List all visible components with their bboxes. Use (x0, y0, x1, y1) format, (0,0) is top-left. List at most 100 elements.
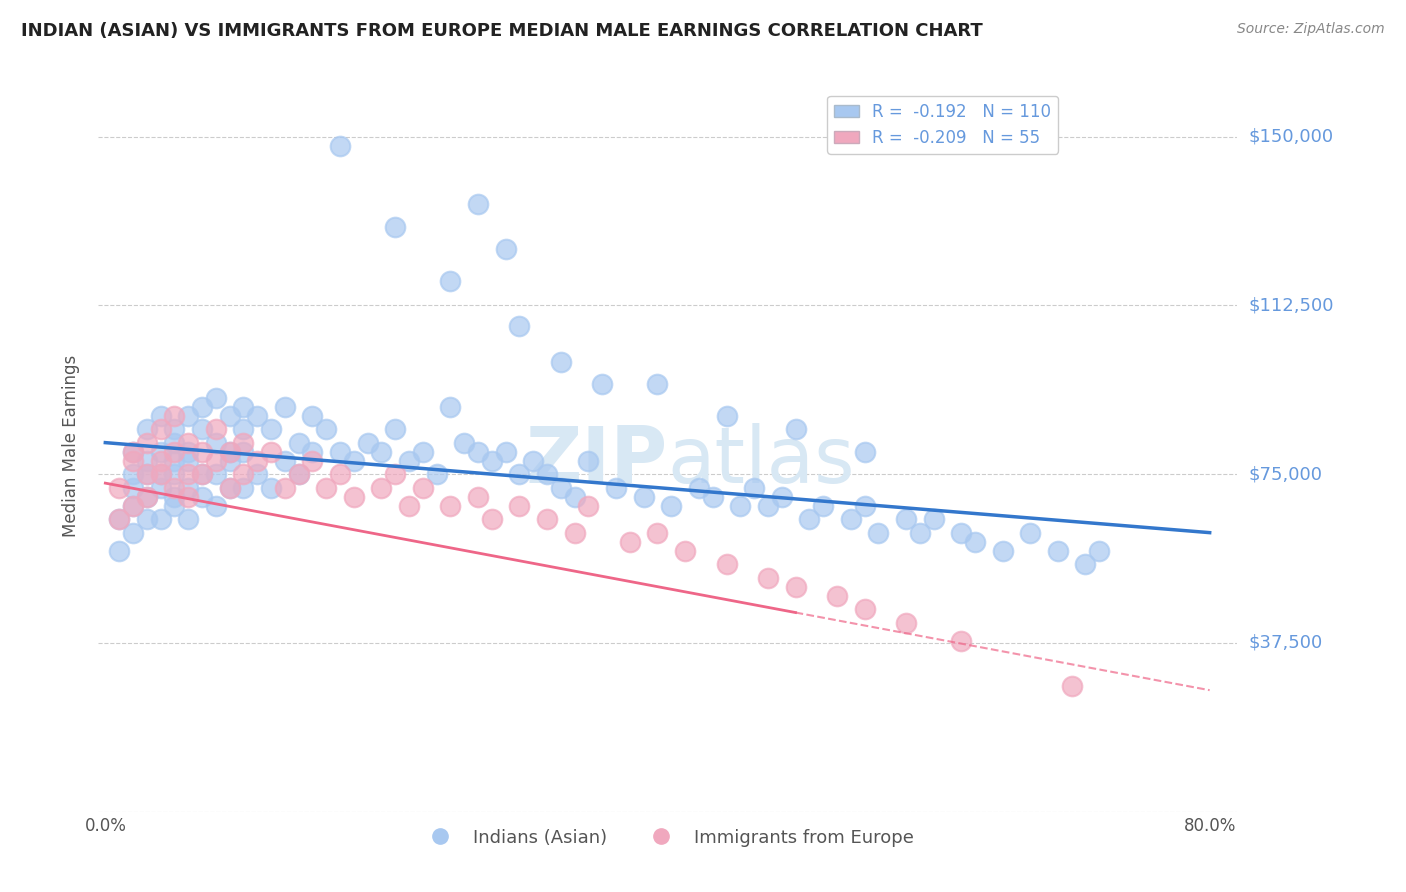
Point (908, 525, 931, 540)
Point (1019, 525, 1042, 540)
Point (135, 453, 157, 467)
Point (135, 422, 157, 436)
Point (177, 409, 200, 423)
Point (149, 467, 172, 482)
Point (177, 444, 200, 458)
Point (343, 453, 366, 467)
Point (108, 512, 131, 526)
Text: ZIP: ZIP (526, 423, 668, 499)
Point (122, 525, 145, 540)
Point (191, 422, 214, 436)
Point (204, 499, 226, 513)
Point (287, 435, 309, 450)
Point (825, 589, 848, 603)
Point (204, 467, 226, 482)
Point (508, 467, 530, 482)
Point (108, 512, 131, 526)
Point (191, 467, 214, 482)
Point (412, 481, 434, 495)
Point (149, 512, 172, 526)
Point (177, 435, 200, 450)
Point (508, 499, 530, 513)
Point (991, 543, 1014, 558)
Point (149, 467, 172, 482)
Point (439, 499, 461, 513)
Point (232, 422, 254, 436)
Point (274, 453, 297, 467)
Point (481, 453, 503, 467)
Point (108, 543, 131, 558)
Point (204, 453, 226, 467)
Point (1060, 679, 1083, 693)
Point (301, 453, 323, 467)
Point (785, 422, 807, 436)
Point (868, 525, 890, 540)
Point (1074, 557, 1097, 571)
Point (702, 490, 724, 504)
Text: INDIAN (ASIAN) VS IMMIGRANTS FROM EUROPE MEDIAN MALE EARNINGS CORRELATION CHART: INDIAN (ASIAN) VS IMMIGRANTS FROM EUROPE… (21, 22, 983, 40)
Point (412, 444, 434, 458)
Point (122, 499, 145, 513)
Point (163, 453, 186, 467)
Point (191, 400, 214, 414)
Point (218, 453, 240, 467)
Point (785, 580, 807, 594)
Point (688, 481, 710, 495)
Point (218, 444, 240, 458)
Point (163, 499, 186, 513)
Y-axis label: Median Male Earnings: Median Male Earnings (62, 355, 80, 537)
Point (177, 453, 200, 467)
Point (135, 435, 157, 450)
Point (963, 534, 986, 549)
Point (191, 490, 214, 504)
Point (922, 512, 945, 526)
Point (260, 422, 283, 436)
Point (343, 490, 366, 504)
Point (591, 377, 613, 392)
Point (950, 633, 973, 648)
Point (191, 444, 214, 458)
Point (799, 512, 821, 526)
Point (329, 138, 352, 153)
Point (481, 512, 503, 526)
Point (384, 467, 406, 482)
Point (218, 409, 240, 423)
Point (218, 481, 240, 495)
Point (163, 490, 186, 504)
Point (274, 481, 297, 495)
Point (274, 400, 297, 414)
Point (398, 499, 420, 513)
Point (894, 512, 917, 526)
Point (578, 453, 600, 467)
Point (232, 444, 254, 458)
Point (301, 444, 323, 458)
Point (287, 467, 309, 482)
Point (398, 453, 420, 467)
Point (578, 499, 600, 513)
Point (122, 467, 145, 482)
Point (149, 481, 172, 495)
Text: atlas: atlas (668, 423, 855, 499)
Point (467, 490, 489, 504)
Point (204, 435, 226, 450)
Point (550, 481, 572, 495)
Point (495, 242, 517, 256)
Point (218, 481, 240, 495)
Text: $112,500: $112,500 (1249, 296, 1334, 314)
Point (163, 435, 186, 450)
Point (564, 490, 586, 504)
Point (894, 615, 917, 630)
Point (177, 512, 200, 526)
Point (453, 435, 475, 450)
Point (135, 490, 157, 504)
Point (122, 444, 145, 458)
Point (950, 525, 973, 540)
Point (232, 400, 254, 414)
Point (1088, 543, 1111, 558)
Point (495, 444, 517, 458)
Point (246, 453, 269, 467)
Point (370, 444, 392, 458)
Text: $150,000: $150,000 (1249, 128, 1333, 145)
Point (246, 467, 269, 482)
Point (1046, 543, 1069, 558)
